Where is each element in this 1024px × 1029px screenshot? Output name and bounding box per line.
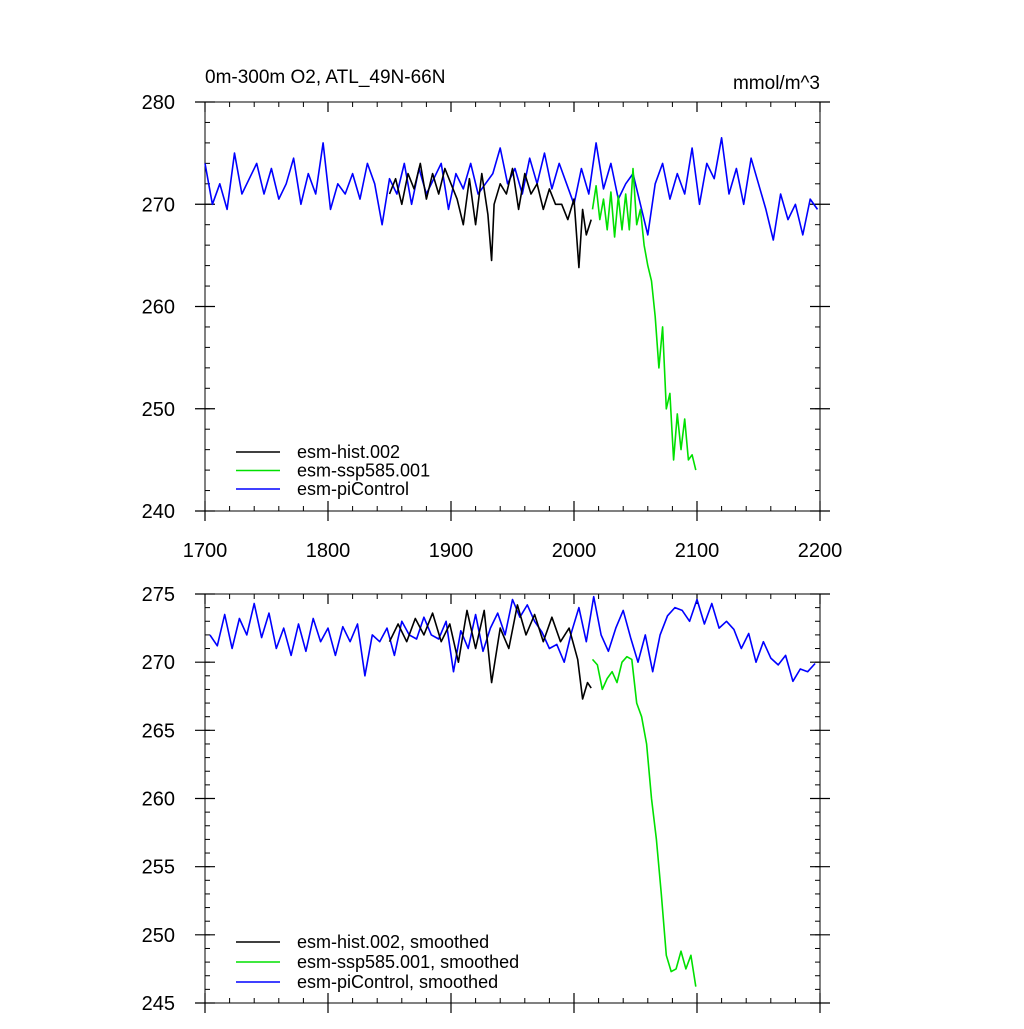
series-line-hist (388, 604, 592, 700)
y-tick-label: 250 (142, 925, 175, 947)
x-tick-label: 1800 (306, 540, 351, 562)
legend-label: esm-piControl (297, 479, 409, 499)
x-tick-label: 2100 (675, 540, 720, 562)
y-tick-label: 245 (142, 993, 175, 1015)
x-tick-label: 2200 (798, 540, 843, 562)
series-line-hist (388, 162, 592, 269)
y-tick-label: 240 (142, 501, 175, 523)
x-tick-label: 2000 (552, 540, 597, 562)
top-panel: 1700 1800 1900 2000 2100 2200 240 250 260 270 280 0… (142, 67, 843, 562)
legend-label: esm-hist.002 (297, 442, 400, 462)
units-label: mmol/m^3 (733, 73, 820, 94)
chart-title: 0m-300m O2, ATL_49N-66N (205, 67, 445, 88)
series-line-ssp (591, 167, 697, 471)
y-tick-label: 250 (142, 399, 175, 421)
y-tick-label: 270 (142, 652, 175, 674)
y-tick-label: 275 (142, 584, 175, 606)
series-line-ssp (591, 655, 697, 987)
y-tick-label: 265 (142, 720, 175, 742)
y-tick-label: 260 (142, 789, 175, 811)
y-tick-label: 270 (142, 194, 175, 216)
x-tick-label: 1900 (429, 540, 474, 562)
series-line-control (209, 595, 816, 683)
series-line-control (204, 137, 819, 241)
x-tick-label: 1700 (183, 540, 228, 562)
legend-label: esm-ssp585.001 (297, 461, 430, 481)
y-tick-label: 260 (142, 297, 175, 319)
bottom-panel: 245 250 255 260 265 270 275 esm-hist.002, smoot… (142, 584, 830, 1015)
legend-label: esm-piControl, smoothed (297, 972, 498, 992)
legend-label: esm-hist.002, smoothed (297, 932, 489, 952)
legend-label: esm-ssp585.001, smoothed (297, 952, 519, 972)
y-tick-label: 280 (142, 92, 175, 114)
y-tick-label: 255 (142, 857, 175, 879)
